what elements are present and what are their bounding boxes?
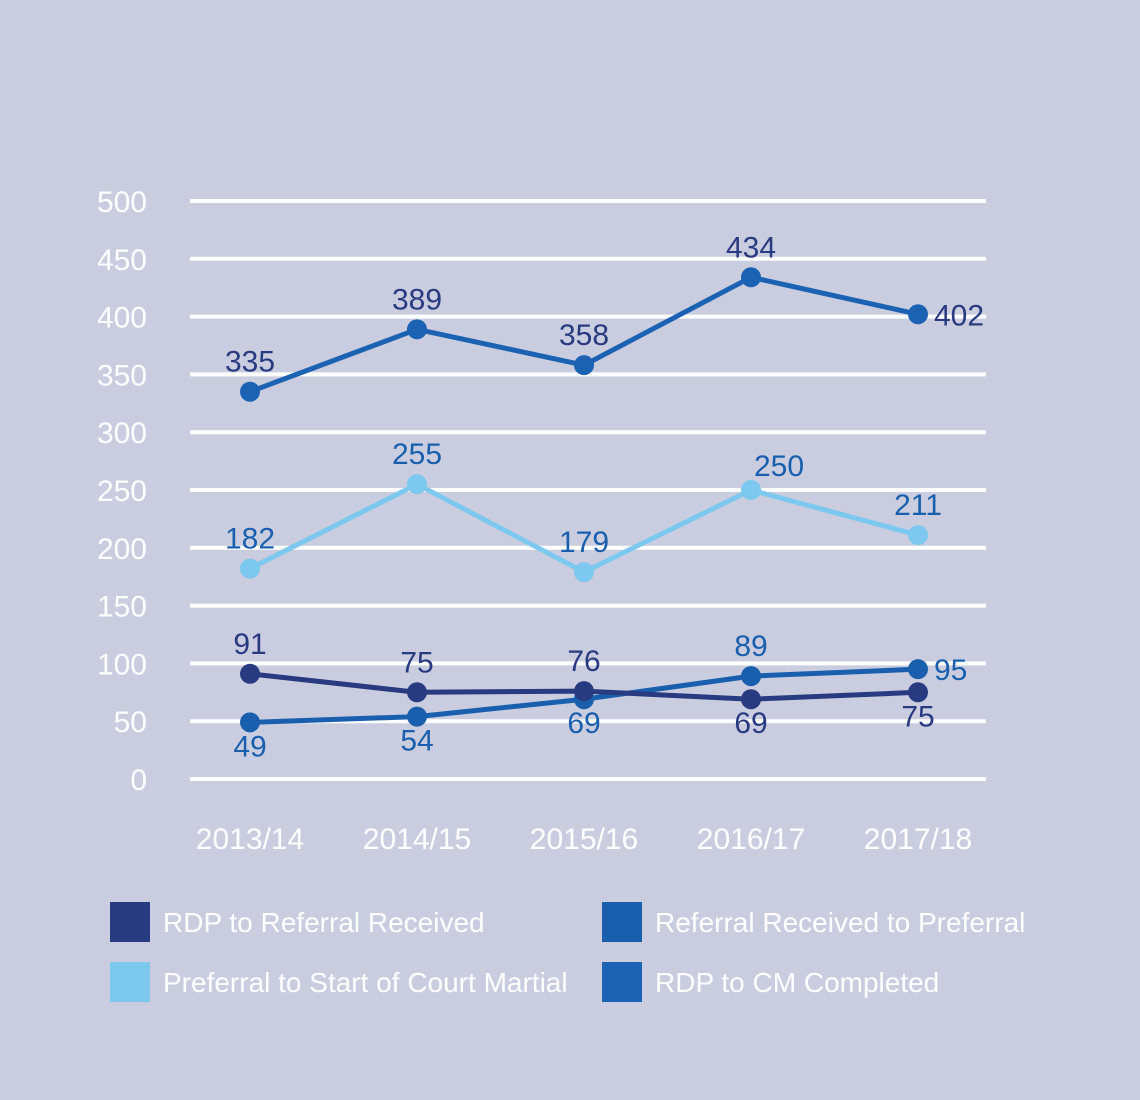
data-point: [741, 480, 761, 500]
y-tick-label: 150: [97, 591, 147, 624]
x-tick-label: 2014/15: [363, 823, 471, 856]
y-tick-label: 300: [97, 417, 147, 450]
data-point: [574, 681, 594, 702]
data-label: 182: [225, 523, 275, 556]
data-label: 75: [400, 646, 433, 679]
y-tick-label: 450: [97, 244, 147, 277]
series-points: [240, 267, 928, 733]
data-point: [741, 689, 761, 710]
legend-swatch: [602, 962, 642, 1002]
data-labels: 335 389 358 434 402 182 255 179 250 211 49 54 69 89 95…: [225, 231, 984, 763]
data-point: [741, 267, 761, 288]
y-tick-label: 500: [97, 186, 147, 219]
data-label: 250: [754, 450, 804, 483]
data-point: [908, 525, 928, 546]
data-point: [574, 562, 594, 583]
data-label: 389: [392, 283, 442, 316]
data-point: [407, 319, 427, 340]
legend-label: Referral Received to Preferral: [655, 907, 1025, 938]
x-axis-tick-labels: 2013/14 2014/15 2015/16 2016/17 2017/18: [196, 823, 972, 856]
y-tick-label: 250: [97, 475, 147, 508]
data-label: 335: [225, 346, 275, 379]
data-point: [240, 712, 260, 733]
y-tick-label: 400: [97, 302, 147, 335]
legend-swatch: [110, 962, 150, 1002]
y-tick-label: 350: [97, 359, 147, 392]
legend-swatch: [110, 902, 150, 942]
y-tick-label: 100: [97, 648, 147, 681]
data-label: 211: [894, 489, 942, 522]
legend-label: Preferral to Start of Court Martial: [163, 967, 568, 998]
legend-label: RDP to CM Completed: [655, 967, 939, 998]
data-label: 69: [734, 707, 767, 740]
data-point: [240, 558, 260, 579]
data-point: [240, 663, 260, 684]
data-label: 54: [400, 725, 433, 758]
data-label: 95: [934, 654, 967, 687]
data-point: [407, 706, 427, 727]
data-label: 76: [567, 645, 600, 678]
data-label: 358: [559, 319, 609, 352]
data-point: [574, 355, 594, 376]
data-label: 75: [901, 700, 934, 733]
x-tick-label: 2015/16: [530, 823, 638, 856]
data-label: 255: [392, 438, 442, 471]
data-label: 69: [567, 707, 600, 740]
data-label: 49: [233, 730, 266, 763]
data-label: 91: [233, 628, 266, 661]
legend-label: RDP to Referral Received: [163, 907, 485, 938]
data-point: [741, 666, 761, 687]
y-tick-label: 50: [114, 706, 147, 739]
x-tick-label: 2016/17: [697, 823, 805, 856]
data-label: 402: [934, 299, 984, 332]
data-point: [908, 304, 928, 325]
data-label: 179: [559, 526, 609, 559]
legend: RDP to Referral Received Referral Receive…: [110, 902, 1025, 1002]
y-axis-tick-labels: 0 50 100 150 200 250 300 350 400 450 500: [97, 186, 147, 797]
legend-swatch: [602, 902, 642, 942]
data-point: [407, 474, 427, 495]
y-tick-label: 200: [97, 533, 147, 566]
y-tick-label: 0: [130, 764, 147, 797]
data-label: 434: [726, 231, 776, 264]
x-tick-label: 2013/14: [196, 823, 304, 856]
data-label: 89: [734, 630, 767, 663]
x-tick-label: 2017/18: [864, 823, 972, 856]
data-point: [407, 682, 427, 703]
data-point: [908, 682, 928, 703]
data-point: [908, 659, 928, 680]
data-point: [240, 381, 260, 402]
